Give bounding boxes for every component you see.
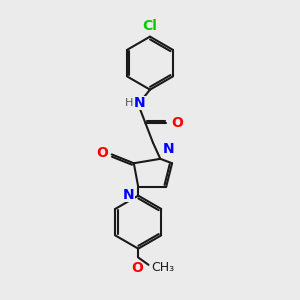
Text: N: N (134, 96, 146, 110)
Text: N: N (123, 188, 135, 202)
Text: N: N (163, 142, 174, 156)
Text: O: O (131, 261, 143, 275)
Text: H: H (124, 98, 133, 108)
Text: Cl: Cl (142, 19, 158, 33)
Text: O: O (171, 116, 183, 130)
Text: O: O (96, 146, 108, 160)
Text: CH₃: CH₃ (152, 261, 175, 274)
